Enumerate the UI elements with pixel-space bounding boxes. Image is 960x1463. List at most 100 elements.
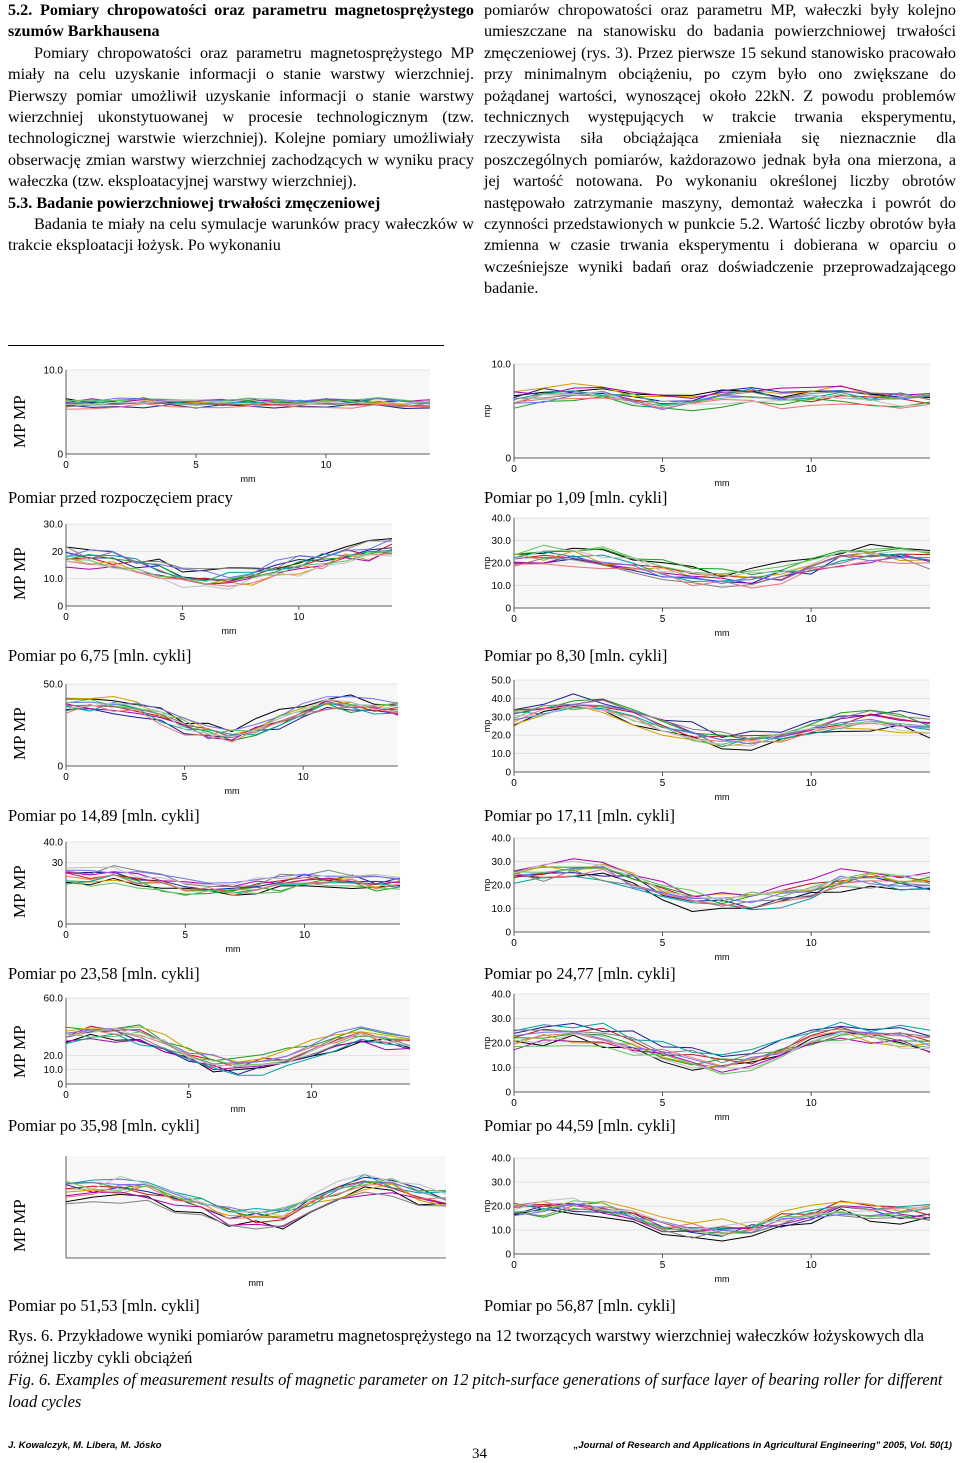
series-line-4 <box>513 866 931 905</box>
series-line-8 <box>513 699 931 740</box>
x-tick-label: 0 <box>63 612 69 623</box>
series-line-5 <box>65 548 393 586</box>
chart-panel: 40.0 30.0 20.0 10.0 0 0 5 10 mm mp <box>482 510 936 638</box>
plot-area <box>66 370 430 454</box>
x-axis-label: mm <box>715 628 730 638</box>
series-line-10 <box>65 538 393 579</box>
y-tick-label: 0 <box>505 1250 511 1261</box>
y-tick-label: 0 <box>57 1080 63 1091</box>
y-axis-label: mp <box>482 879 492 892</box>
x-tick-label: 10 <box>298 772 310 783</box>
series-line-12 <box>513 1032 931 1070</box>
y-axis-label: mp <box>482 1200 492 1213</box>
x-axis-label: mm <box>222 626 237 636</box>
y-tick-label: 50.0 <box>492 676 512 687</box>
caption-polish: Rys. 6. Przykładowe wyniki pomiarów para… <box>8 1325 958 1369</box>
footer-journal: „Journal of Research and Applications in… <box>573 1440 952 1451</box>
y-tick-label: 10.0 <box>492 904 512 915</box>
series-line-9 <box>65 403 431 410</box>
x-axis-label: mm <box>715 1112 730 1122</box>
x-tick-label: 10 <box>293 612 305 623</box>
series-line-10 <box>65 869 401 884</box>
series-line-9 <box>65 1182 447 1220</box>
series-line-7 <box>65 1173 447 1213</box>
x-tick-label: 10 <box>806 938 818 949</box>
series-line-7 <box>513 388 931 406</box>
y-tick-label: 10.0 <box>492 749 512 760</box>
left-text-column: 5.2. Pomiary chropowatości oraz parametr… <box>8 0 474 257</box>
x-tick-label: 0 <box>511 938 517 949</box>
mp-chart: 10.0 00 5 10 mm <box>44 366 431 484</box>
series-line-11 <box>513 704 931 745</box>
y-tick-label: 0 <box>505 928 511 939</box>
series-line-1 <box>513 872 931 912</box>
y-tick-label: 30.0 <box>492 712 512 723</box>
y-tick-label: 0 <box>505 604 511 615</box>
y-tick-label: 40.0 <box>492 514 512 525</box>
series-line-9 <box>65 703 399 743</box>
x-tick-label: 5 <box>660 1098 666 1109</box>
chart-caption: Pomiar po 6,75 [mln. cykli] <box>8 646 192 665</box>
left-paragraph-2: Badania te miały na celu symulacje warun… <box>8 215 474 255</box>
series-line-12 <box>65 1173 447 1217</box>
section-heading: 5.2. Pomiary chropowatości oraz parametr… <box>8 1 474 41</box>
series-line-9 <box>513 397 931 410</box>
series-line-2 <box>513 693 931 738</box>
x-tick-label: 10 <box>306 1090 318 1101</box>
series-line-12 <box>65 398 431 406</box>
y-tick-label: 20.0 <box>492 881 512 892</box>
x-tick-label: 0 <box>63 460 69 471</box>
caption-english-label: Fig. 6. <box>8 1370 52 1389</box>
chart-caption: Pomiar po 17,11 [mln. cykli] <box>484 806 675 825</box>
left-paragraph-1: Pomiary chropowatości oraz parametru mag… <box>8 43 474 191</box>
series-line-9 <box>65 874 401 896</box>
right-paragraph: pomiarów chropowatości oraz parametru MP… <box>484 1 956 298</box>
series-line-11 <box>65 397 431 404</box>
series-line-8 <box>513 391 931 407</box>
series-line-9 <box>513 868 931 909</box>
y-tick-label: 20.0 <box>44 1051 64 1062</box>
x-axis-label: mm <box>715 952 730 962</box>
series-line-9 <box>513 1030 931 1067</box>
plot-area <box>66 524 392 606</box>
y-tick-label: 10.0 <box>44 574 64 585</box>
y-tick-label: 40.0 <box>492 990 512 1001</box>
y-tick-label: 30 <box>52 858 64 869</box>
mp-chart: 40.0 30.0 20.0 10.0 00 5 10 mm mp <box>482 514 931 638</box>
series-line-12 <box>513 391 931 407</box>
y-tick-label: 40.0 <box>492 694 512 705</box>
y-tick-label: 40.0 <box>492 1154 512 1165</box>
series-line-5 <box>65 1183 447 1217</box>
series-line-4 <box>65 1024 411 1062</box>
series-line-12 <box>513 549 931 579</box>
x-tick-label: 5 <box>180 612 186 623</box>
y-tick-label: 20 <box>52 547 64 558</box>
chart-panel: 50.0 40.0 30.0 20.0 10.0 0 0 5 10 mm mp <box>482 672 936 802</box>
x-axis-label: mm <box>715 478 730 488</box>
chart-panel: 10.0 0 0 5 10 mm <box>36 362 436 484</box>
y-tick-label: 20.0 <box>492 1039 512 1050</box>
mp-side-label: MP MP <box>10 707 29 760</box>
caption-english-text: Examples of measurement results of magne… <box>8 1370 943 1411</box>
y-tick-label: 0 <box>505 1088 511 1099</box>
x-tick-label: 0 <box>63 930 69 941</box>
series-line-12 <box>65 554 393 590</box>
x-axis-label: mm <box>231 1104 246 1114</box>
figure-caption: Rys. 6. Przykładowe wyniki pomiarów para… <box>8 1325 958 1413</box>
mp-chart: 50.0 00 5 10 mm <box>44 680 399 796</box>
chart-caption: Pomiar po 8,30 [mln. cykli] <box>484 646 668 665</box>
series-line-10 <box>513 866 931 904</box>
series-line-11 <box>65 698 399 736</box>
series-line-4 <box>65 703 399 742</box>
series-line-10 <box>513 1031 931 1068</box>
y-tick-label: 0 <box>505 768 511 779</box>
y-tick-label: 30.0 <box>44 520 64 531</box>
mp-side-label: MP MP <box>10 1025 29 1078</box>
x-tick-label: 0 <box>63 772 69 783</box>
mp-chart: 30.0 20 10.0 00 5 10 mm <box>44 520 393 636</box>
chart-caption: Pomiar po 23,58 [mln. cykli] <box>8 964 200 983</box>
mp-chart: 40.0 30.0 20.0 10.0 00 5 10 mm mp <box>482 990 931 1122</box>
caption-english: Fig. 6. Examples of measurement results … <box>8 1369 958 1413</box>
chart-panel: 40.0 30.0 20.0 10.0 0 0 5 10 mm mp <box>482 1150 936 1284</box>
chart-panel: 40.0 30 0 0 5 10 mm <box>36 834 406 954</box>
